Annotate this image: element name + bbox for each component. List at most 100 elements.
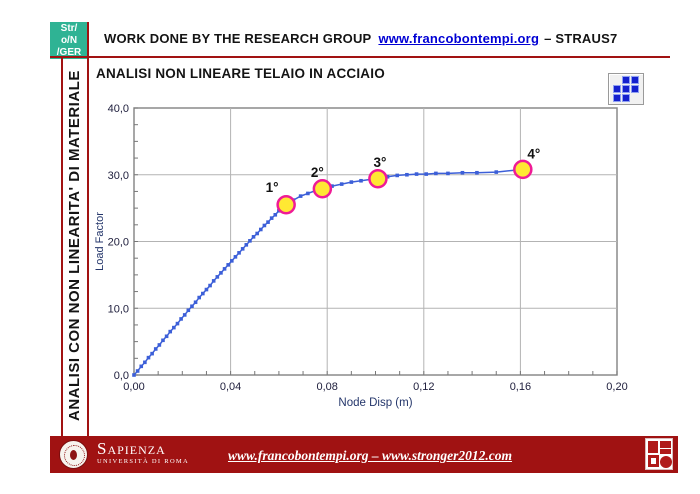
annotation-label: 3° (373, 155, 386, 170)
series-marker (424, 172, 429, 176)
series-marker (143, 360, 147, 365)
series-marker (258, 227, 263, 232)
matrix-grid-button[interactable] (608, 73, 644, 105)
series-marker (150, 351, 154, 356)
series-marker (215, 275, 220, 279)
series-marker (182, 313, 187, 317)
header-divider-line (50, 56, 670, 58)
series-marker (273, 213, 278, 217)
stronger-logo-line: /GER (56, 47, 82, 58)
y-tick-label: 0,0 (114, 370, 129, 382)
series-marker (298, 194, 303, 198)
y-tick-label: 20,0 (108, 237, 129, 249)
series-marker (208, 283, 212, 288)
footer-bar (50, 436, 678, 473)
series-marker (269, 216, 274, 220)
header-link[interactable]: www.francobontempi.org (378, 31, 540, 46)
sapienza-logo (59, 440, 88, 469)
series-marker (132, 373, 136, 377)
x-tick-label: 0,04 (220, 381, 241, 393)
series-marker (153, 347, 158, 351)
series-marker (190, 304, 194, 309)
series-marker (446, 171, 450, 176)
annotation-label: 4° (527, 146, 540, 161)
series-marker (494, 170, 499, 174)
highlight-point (276, 195, 296, 215)
x-axis-label: Node Disp (m) (338, 397, 412, 409)
footer-link[interactable]: www.francobontempi.org – www.stronger201… (227, 448, 513, 463)
header-title-suffix: – STRAUS7 (544, 31, 618, 46)
highlight-point (312, 179, 333, 199)
series-marker (414, 172, 419, 176)
series-marker (244, 243, 249, 247)
series-marker (434, 171, 438, 176)
series-marker (237, 251, 241, 255)
series-marker (339, 182, 344, 186)
header-title: WORK DONE BY THE RESEARCH GROUP www.franc… (104, 31, 617, 46)
series-marker (226, 263, 230, 267)
series-marker (405, 172, 409, 177)
series-marker (330, 184, 334, 188)
series-marker (139, 364, 144, 369)
series-marker (233, 255, 238, 259)
series-marker (255, 231, 259, 236)
x-tick-label: 0,20 (606, 381, 627, 393)
fb-seal-logo (645, 438, 673, 470)
annotation-label: 1° (266, 180, 279, 195)
series-marker (168, 329, 173, 334)
series-marker (395, 173, 400, 178)
series-marker (230, 259, 234, 263)
stronger-logo-line: o/N (60, 35, 78, 46)
series-marker (193, 300, 198, 305)
y-tick-label: 40,0 (108, 103, 129, 115)
series-marker (186, 308, 191, 313)
sapienza-name: Sapienza (97, 439, 166, 458)
y-tick-label: 30,0 (108, 170, 129, 182)
series-marker (306, 191, 310, 196)
series-marker (262, 223, 267, 228)
highlight-point (368, 169, 388, 189)
series-marker (197, 295, 202, 300)
series-marker (266, 220, 270, 224)
series-marker (460, 170, 465, 175)
series-marker (179, 317, 183, 321)
series-marker (146, 355, 151, 360)
x-tick-label: 0,08 (316, 381, 337, 393)
sapienza-wordmark: Sapienza Università di Roma (97, 440, 189, 466)
series-marker (385, 174, 390, 179)
series-marker (172, 325, 176, 330)
load-displacement-plot: 1° 2° 3° 4° 0,00 0,04 0,08 0,12 0,16 0,20 0,0 10,0 2… (94, 103, 628, 409)
series-marker (349, 180, 354, 184)
series-marker (359, 178, 363, 183)
series-marker (211, 279, 216, 283)
sidebar-vertical-caption: ANALISI CON NON LINEARITA' DI MATERIALE (66, 70, 83, 422)
series-marker (201, 291, 205, 296)
series-marker (222, 267, 227, 271)
stronger-logo: Str/ o/N /GER (50, 22, 88, 59)
series-marker (251, 235, 256, 239)
series-marker (248, 239, 252, 243)
series-marker (161, 338, 165, 343)
series-marker (164, 334, 169, 339)
x-tick-label: 0,12 (413, 381, 434, 393)
sidebar-divider-line (87, 22, 89, 437)
chart-title: ANALISI NON LINEARE TELAIO IN ACCIAIO (96, 66, 385, 81)
series-marker (204, 287, 209, 292)
stronger-logo-line: Str/ (60, 23, 78, 34)
blue-squares-grid-icon (613, 76, 639, 102)
annotation-label: 2° (311, 165, 324, 180)
left-border-line (61, 56, 63, 437)
header-title-text: WORK DONE BY THE RESEARCH GROUP (104, 31, 372, 46)
series-marker (219, 271, 223, 275)
x-tick-label: 0,16 (510, 381, 531, 393)
series-marker (240, 247, 245, 251)
y-tick-label: 10,0 (108, 303, 129, 315)
series-marker (175, 321, 180, 326)
series-marker (135, 369, 140, 373)
series-marker (157, 343, 162, 347)
highlight-point (513, 159, 533, 180)
y-axis-label: Load Factor (94, 212, 106, 271)
series-marker (475, 170, 479, 175)
x-tick-label: 0,00 (123, 381, 144, 393)
